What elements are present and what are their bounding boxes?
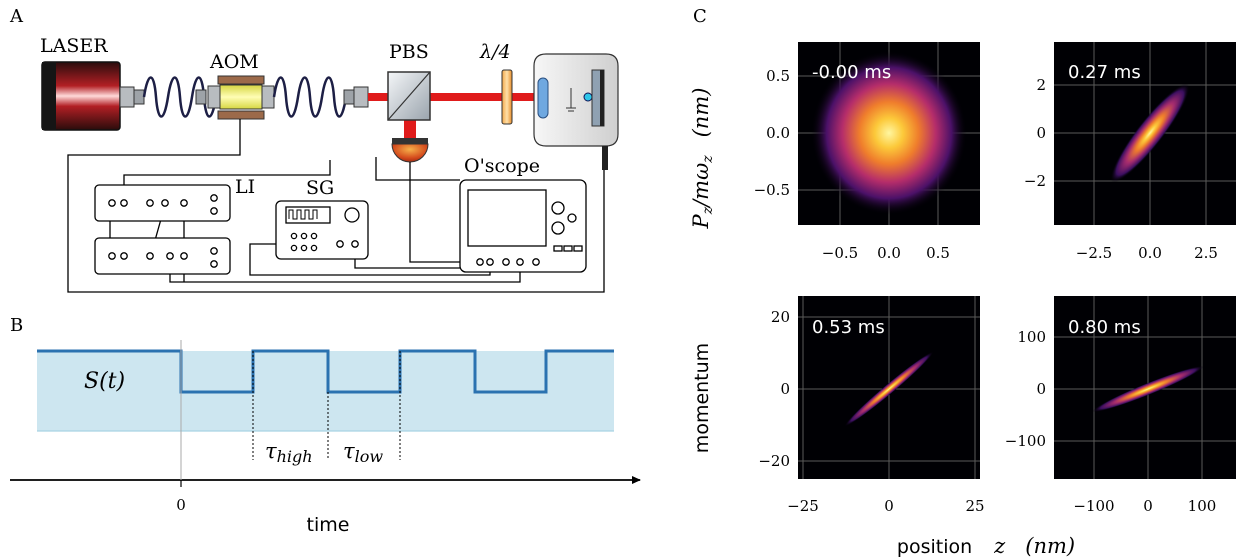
aom-label: AOM bbox=[209, 51, 259, 73]
plot-2-xtick: −2.5 bbox=[1076, 244, 1112, 262]
siggen-label: SG bbox=[306, 177, 334, 199]
plot-3-ytick: 0 bbox=[780, 380, 790, 398]
plot-3-ytick: −20 bbox=[758, 452, 790, 470]
origin-tick-label: 0 bbox=[176, 496, 186, 514]
plot-1-xtick: −0.5 bbox=[822, 244, 858, 262]
laser-beam-down bbox=[404, 120, 416, 140]
photodetector bbox=[391, 138, 429, 163]
lockin-label: LI bbox=[235, 176, 255, 198]
fiber-coil-2 bbox=[272, 76, 352, 118]
plot-2-ytick: 2 bbox=[1036, 76, 1046, 94]
panel-c-letter: C bbox=[693, 6, 707, 27]
fiber-connector-2 bbox=[195, 89, 207, 105]
plot-3-time: 0.53 ms bbox=[812, 317, 885, 338]
panel-b-letter: B bbox=[10, 315, 23, 336]
lock-in-amplifier bbox=[94, 184, 231, 275]
tau-high-label: τhigh bbox=[265, 439, 313, 466]
plot-4-xtick: 100 bbox=[1188, 497, 1217, 515]
oscilloscope bbox=[459, 179, 587, 273]
laser-beam bbox=[368, 93, 594, 101]
pbs-cube bbox=[387, 71, 431, 121]
aom-modulator bbox=[207, 75, 275, 120]
plot-3-xtick: 0 bbox=[884, 497, 894, 515]
oscope-label: O'scope bbox=[464, 155, 540, 177]
plot-2-xtick: 0.0 bbox=[1138, 244, 1162, 262]
plot-2-ytick: −2 bbox=[1024, 172, 1046, 190]
pbs-label: PBS bbox=[389, 41, 429, 63]
laser-source bbox=[41, 61, 121, 131]
plot-4-time: 0.80 ms bbox=[1068, 317, 1141, 338]
laser-label: LASER bbox=[40, 35, 108, 57]
plot-2-time: 0.27 ms bbox=[1068, 62, 1141, 83]
plot-1-time: -0.00 ms bbox=[812, 62, 891, 83]
waveplate-label: λ/4 bbox=[479, 41, 511, 63]
plot-1-ytick: 0.5 bbox=[766, 67, 790, 85]
time-axis-label: time bbox=[307, 514, 350, 536]
plot-4-ytick: 100 bbox=[1017, 328, 1046, 346]
signal-plot bbox=[37, 349, 614, 460]
plot-1-distribution bbox=[811, 51, 967, 215]
phase-plot-4: 0.80 ms −100 0 100 100 0 −100 bbox=[1005, 296, 1236, 515]
plot-4-xtick: 0 bbox=[1143, 497, 1153, 515]
svg-text:Pz/mωz(nm): Pz/mωz(nm) bbox=[689, 88, 716, 230]
fiber-connector-3 bbox=[343, 86, 369, 108]
vacuum-chamber bbox=[533, 53, 619, 170]
plot-3-xtick: −25 bbox=[787, 497, 819, 515]
plot-4-xtick: −100 bbox=[1073, 497, 1114, 515]
plot-3-ytick: 20 bbox=[771, 308, 790, 326]
svg-text:momentum: momentum bbox=[691, 343, 713, 453]
plot-2-grid bbox=[1054, 42, 1236, 225]
phase-plot-2: 0.27 ms −2.5 0.0 2.5 2 0 −2 bbox=[1024, 42, 1236, 262]
phase-space-plots: -0.00 ms −0.5 0.0 0.5 0.5 0.0 −0.5 0.27 … bbox=[754, 42, 1236, 515]
plot-2-ytick: 0 bbox=[1036, 124, 1046, 142]
phase-plot-3: 0.53 ms −25 0 25 20 0 −20 bbox=[758, 296, 985, 515]
plot-1-xtick: 0.5 bbox=[926, 244, 950, 262]
plot-1-ytick: 0.0 bbox=[766, 124, 790, 142]
signal-label: S(t) bbox=[84, 369, 125, 394]
panel-a-letter: A bbox=[9, 6, 24, 27]
tau-low-label: τlow bbox=[343, 439, 383, 466]
plot-2-distribution bbox=[1110, 83, 1190, 183]
plot-3-xtick: 25 bbox=[965, 497, 984, 515]
phase-y-axis-label: momentum Pz/mωz(nm) bbox=[689, 88, 716, 454]
plot-1-xtick: 0.0 bbox=[877, 244, 901, 262]
plot-3-distribution bbox=[844, 351, 934, 427]
plot-4-ytick: −100 bbox=[1005, 432, 1046, 450]
plot-4-distribution bbox=[1092, 365, 1204, 413]
quarter-waveplate bbox=[501, 69, 513, 125]
plot-2-xtick: 2.5 bbox=[1194, 244, 1218, 262]
plot-1-ytick: −0.5 bbox=[754, 181, 790, 199]
plot-4-ytick: 0 bbox=[1036, 380, 1046, 398]
phase-plot-1: -0.00 ms −0.5 0.0 0.5 0.5 0.0 −0.5 bbox=[754, 42, 980, 262]
signal-generator bbox=[275, 200, 369, 260]
fiber-connector-1 bbox=[119, 86, 145, 108]
signal-trace bbox=[37, 349, 614, 394]
phase-x-axis-label: position z (nm) bbox=[897, 534, 1075, 558]
